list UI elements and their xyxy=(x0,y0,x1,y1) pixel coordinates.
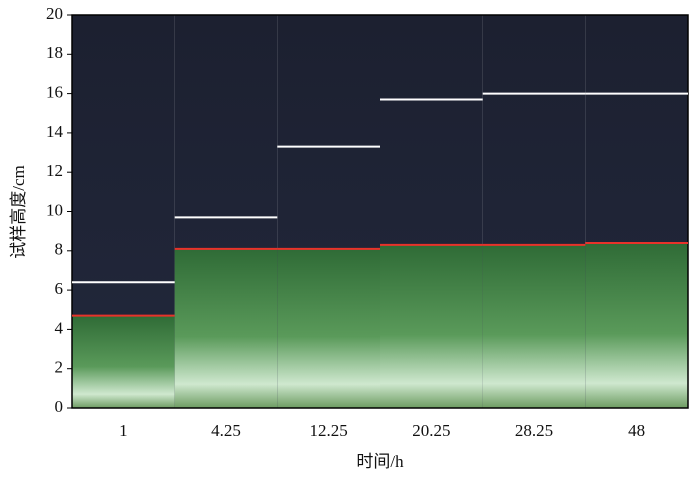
x-tick-label: 20.25 xyxy=(412,421,450,440)
y-tick-label: 0 xyxy=(55,397,64,416)
sediment-region xyxy=(380,244,483,408)
y-axis-label: 试样高度/cm xyxy=(9,165,28,259)
y-tick-label: 14 xyxy=(46,122,64,141)
y-tick-label: 6 xyxy=(55,279,64,298)
x-tick-label: 28.25 xyxy=(515,421,553,440)
y-tick-label: 18 xyxy=(46,43,63,62)
x-tick-label: 48 xyxy=(628,421,645,440)
y-tick-label: 10 xyxy=(46,200,63,219)
y-tick-label: 8 xyxy=(55,240,64,259)
x-tick-label: 1 xyxy=(119,421,128,440)
x-tick-label: 12.25 xyxy=(310,421,348,440)
sediment-region xyxy=(72,315,175,408)
x-tick-label: 4.25 xyxy=(211,421,241,440)
y-tick-label: 16 xyxy=(46,83,63,102)
sediment-region xyxy=(482,244,586,408)
sediment-region xyxy=(174,248,278,408)
y-tick-label: 12 xyxy=(46,161,63,180)
y-tick-label: 20 xyxy=(46,4,63,23)
y-tick-label: 4 xyxy=(55,318,64,337)
sediment-region xyxy=(277,248,380,408)
y-tick-label: 2 xyxy=(55,358,64,377)
sediment-region xyxy=(585,242,688,408)
x-axis-label: 时间/h xyxy=(356,452,404,471)
